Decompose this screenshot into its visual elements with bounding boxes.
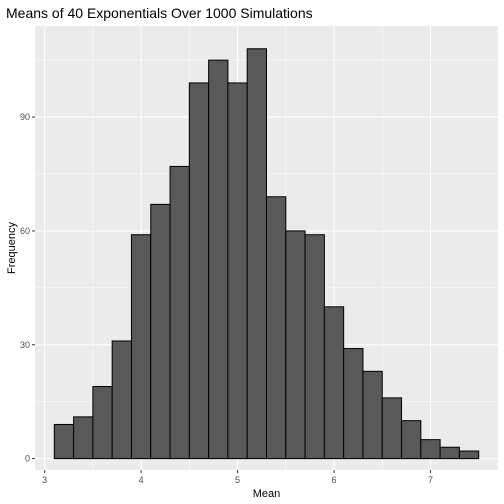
x-tick-label: 7 — [428, 475, 433, 485]
axis-ticks: 3 4 5 6 7 0 30 60 90 — [20, 112, 433, 485]
x-tick-label: 5 — [235, 475, 240, 485]
histogram-bars — [53, 48, 480, 460]
x-axis-label: Mean — [253, 488, 281, 500]
histogram-bar — [208, 59, 229, 460]
histogram-bar — [362, 370, 383, 460]
histogram-bar — [439, 446, 460, 460]
histogram-bar — [401, 420, 422, 460]
histogram-bar — [73, 416, 94, 460]
histogram-bar — [381, 397, 403, 460]
histogram-bar — [420, 439, 441, 460]
histogram-bar — [111, 340, 132, 460]
histogram-bar — [458, 450, 480, 460]
histogram-bar — [92, 386, 113, 460]
histogram-bar — [53, 423, 75, 460]
histogram-bar — [169, 165, 190, 460]
histogram-bar — [323, 306, 345, 460]
y-tick-label: 0 — [25, 454, 30, 464]
chart-title: Means of 40 Exponentials Over 1000 Simul… — [6, 5, 313, 21]
x-tick-label: 4 — [139, 475, 144, 485]
histogram-bar — [227, 82, 248, 460]
histogram-bar — [130, 234, 152, 460]
histogram-bar — [285, 230, 306, 460]
histogram-bar — [304, 234, 325, 460]
histogram-bar — [246, 48, 267, 460]
histogram-bar — [150, 203, 171, 460]
histogram-bar — [266, 196, 287, 460]
y-tick-label: 90 — [20, 112, 30, 122]
y-tick-label: 30 — [20, 340, 30, 350]
x-tick-label: 3 — [42, 475, 47, 485]
histogram-bar — [188, 82, 210, 460]
y-axis-label: Frequency — [6, 222, 18, 274]
histogram-bar — [343, 348, 364, 460]
y-tick-label: 60 — [20, 226, 30, 236]
x-tick-label: 6 — [332, 475, 337, 485]
